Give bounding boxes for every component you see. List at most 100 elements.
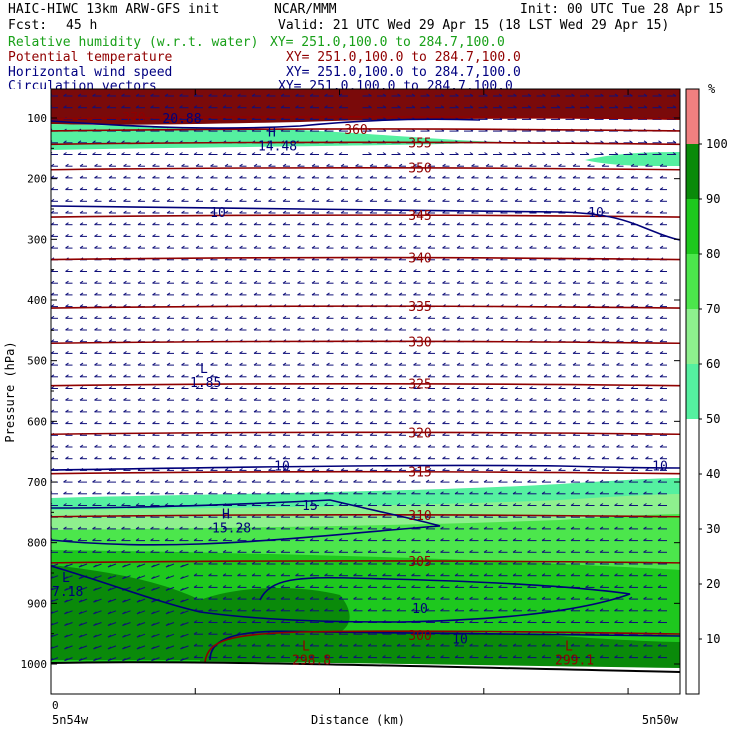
- wind-vector-head: [338, 561, 343, 565]
- wind-vector-head: [193, 491, 198, 495]
- wind-vector-head: [413, 374, 417, 378]
- wind-vector-head: [137, 315, 142, 319]
- wind-vector-head: [657, 608, 662, 612]
- wind-vector-head: [135, 491, 140, 495]
- wind-vector-head: [498, 620, 502, 623]
- wind-vector-head: [498, 152, 503, 155]
- wind-vector-head: [382, 491, 386, 495]
- wind-vector-head: [64, 658, 68, 662]
- wind-vector-head: [137, 444, 142, 448]
- wind-vector-head: [65, 339, 69, 343]
- wind-vector-head: [645, 222, 649, 226]
- wind-vector-head: [630, 245, 635, 249]
- wind-vector-head: [282, 456, 287, 460]
- wind-vector-head: [657, 596, 662, 600]
- wind-vector-head: [280, 573, 285, 577]
- wind-vector-head: [237, 549, 241, 553]
- wind-vector-head: [309, 643, 314, 647]
- wind-vector-head: [500, 362, 504, 366]
- wind-vector-head: [340, 233, 345, 237]
- wind-vector-head: [369, 421, 374, 425]
- wind-vector-head: [570, 573, 575, 577]
- wind-vector-head: [396, 655, 401, 659]
- wind-vector-head: [222, 526, 227, 530]
- wind-vector-head: [485, 163, 490, 167]
- wind-vector-head: [108, 280, 113, 284]
- wind-vector-head: [456, 409, 461, 413]
- wind-vector-head: [456, 421, 461, 425]
- wind-vector-head: [253, 444, 258, 448]
- wind-vector-head: [65, 456, 69, 460]
- wind-vector-head: [64, 599, 68, 603]
- wind-vector-head: [369, 292, 374, 296]
- wind-vector-head: [471, 432, 475, 436]
- wind-vector-head: [369, 397, 374, 401]
- wind-vector-head: [369, 163, 374, 167]
- wind-vector-head: [166, 350, 171, 354]
- wind-vector-head: [309, 491, 314, 495]
- wind-vector-head: [253, 245, 258, 249]
- colorbar-swatch: [686, 144, 699, 199]
- wind-vector-head: [427, 222, 432, 226]
- wind-vector-head: [630, 233, 635, 237]
- wind-vector-head: [398, 315, 403, 319]
- wind-vector-head: [166, 163, 171, 167]
- wind-vector-head: [152, 233, 156, 237]
- wind-vector-head: [355, 175, 359, 179]
- wind-vector-head: [442, 409, 446, 413]
- wind-vector-head: [469, 152, 474, 155]
- wind-vector-head: [210, 467, 214, 471]
- wind-vector-head: [193, 643, 198, 647]
- wind-vector-head: [529, 222, 533, 226]
- wind-vector-head: [311, 175, 316, 179]
- wind-vector-head: [64, 564, 68, 568]
- wind-vector-head: [616, 467, 620, 471]
- wind-vector-head: [500, 198, 504, 202]
- wind-vector-head: [195, 374, 200, 378]
- wind-vector-head: [427, 432, 432, 436]
- wind-vector-head: [164, 93, 169, 97]
- wind-vector-head: [382, 561, 386, 565]
- wind-vector-head: [295, 596, 299, 600]
- wind-vector-head: [572, 467, 577, 471]
- wind-vector-head: [324, 549, 328, 553]
- wind-vector-head: [108, 269, 113, 272]
- wind-vector-head: [643, 503, 647, 506]
- wind-vector-head: [630, 304, 635, 308]
- wind-vector-head: [181, 280, 185, 284]
- wind-vector-head: [657, 538, 662, 542]
- wind-vector-head: [512, 538, 517, 542]
- wind-vector-head: [659, 386, 664, 389]
- wind-vector-head: [164, 491, 169, 495]
- wind-vector-head: [239, 397, 243, 401]
- wind-vector-head: [543, 163, 548, 167]
- wind-vector-head: [210, 210, 214, 214]
- wind-vector-head: [121, 526, 125, 530]
- wind-vector-head: [79, 397, 84, 401]
- wind-vector-head: [324, 93, 328, 97]
- wind-vector-head: [340, 198, 345, 202]
- wind-vector-head: [326, 198, 330, 202]
- wind-vector-head: [599, 573, 604, 577]
- wind-vector-head: [471, 233, 475, 237]
- wind-vector-head: [558, 187, 562, 191]
- wind-vector-head: [541, 655, 546, 659]
- theta-label: 305: [408, 555, 431, 570]
- wind-vector-head: [309, 479, 314, 483]
- wind-vector-head: [166, 187, 171, 191]
- wind-vector-head: [556, 105, 561, 109]
- wind-vector-head: [384, 386, 388, 389]
- wind-vector-head: [353, 561, 357, 565]
- wind-vector-head: [456, 292, 461, 296]
- wind-vector-head: [65, 327, 69, 331]
- wind-vector-head: [268, 292, 272, 296]
- wind-vector-head: [166, 456, 171, 460]
- wind-vector-head: [65, 350, 69, 354]
- wind-vector-head: [180, 658, 184, 662]
- wind-vector-head: [355, 198, 359, 202]
- wind-vector-head: [556, 503, 560, 506]
- wind-vector-head: [570, 620, 575, 623]
- wind-vector-head: [107, 623, 112, 626]
- wind-vector-head: [280, 93, 285, 97]
- wind-vector-head: [587, 456, 591, 460]
